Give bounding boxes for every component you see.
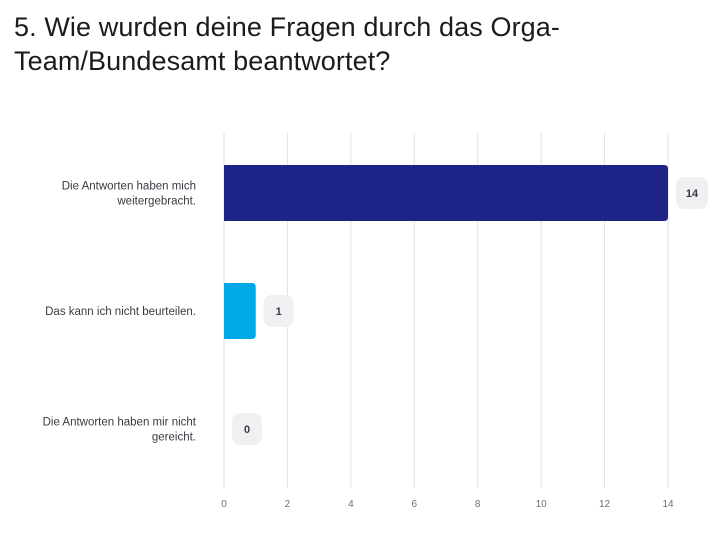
data-label: 14 bbox=[686, 188, 699, 200]
category-label: Das kann ich nicht beurteilen. bbox=[45, 306, 196, 318]
x-tick-label: 14 bbox=[662, 499, 674, 510]
x-tick-label: 12 bbox=[599, 499, 611, 510]
bar[interactable] bbox=[224, 283, 256, 339]
data-label-badge bbox=[263, 295, 294, 327]
bar[interactable] bbox=[224, 165, 668, 221]
data-label: 1 bbox=[276, 306, 282, 318]
x-tick-label: 10 bbox=[536, 499, 548, 510]
x-tick-label: 0 bbox=[221, 499, 227, 510]
category-label: Die Antworten haben mir nicht bbox=[43, 417, 197, 429]
category-label: gereicht. bbox=[152, 432, 196, 444]
data-label-badge bbox=[232, 413, 262, 445]
x-tick-label: 8 bbox=[475, 499, 481, 510]
data-label: 0 bbox=[244, 424, 250, 436]
x-tick-label: 4 bbox=[348, 499, 354, 510]
category-label: Die Antworten haben mich bbox=[62, 181, 196, 193]
category-label: weitergebracht. bbox=[116, 196, 196, 208]
x-tick-label: 6 bbox=[412, 499, 418, 510]
data-label-badge bbox=[676, 177, 708, 209]
question-title: 5. Wie wurden deine Fragen durch das Org… bbox=[14, 12, 560, 76]
x-tick-label: 2 bbox=[285, 499, 291, 510]
